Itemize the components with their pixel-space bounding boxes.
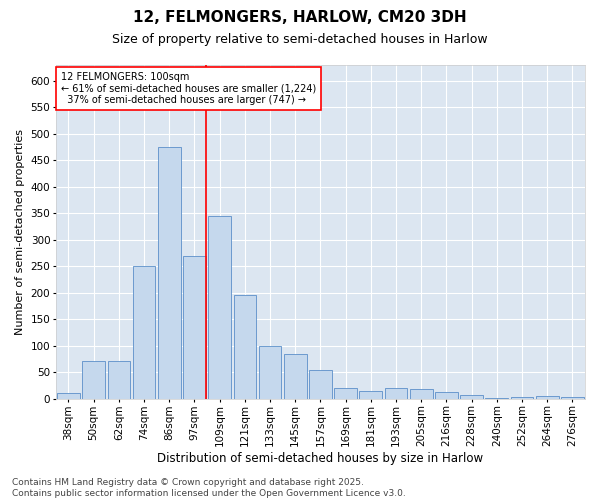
Bar <box>82 360 105 399</box>
Bar <box>107 360 130 399</box>
Bar <box>284 354 307 399</box>
Text: 12, FELMONGERS, HARLOW, CM20 3DH: 12, FELMONGERS, HARLOW, CM20 3DH <box>133 10 467 25</box>
Bar <box>435 392 458 399</box>
Text: 12 FELMONGERS: 100sqm
← 61% of semi-detached houses are smaller (1,224)
  37% of: 12 FELMONGERS: 100sqm ← 61% of semi-deta… <box>61 72 316 105</box>
Bar <box>485 398 508 399</box>
Bar <box>359 391 382 399</box>
Bar <box>536 396 559 399</box>
Text: Size of property relative to semi-detached houses in Harlow: Size of property relative to semi-detach… <box>112 32 488 46</box>
Bar <box>334 388 357 399</box>
Bar <box>158 147 181 399</box>
Text: Contains HM Land Registry data © Crown copyright and database right 2025.
Contai: Contains HM Land Registry data © Crown c… <box>12 478 406 498</box>
Bar <box>460 395 483 399</box>
Bar <box>385 388 407 399</box>
Bar <box>208 216 231 399</box>
Bar <box>57 394 80 399</box>
Y-axis label: Number of semi-detached properties: Number of semi-detached properties <box>15 129 25 335</box>
Bar <box>183 256 206 399</box>
Bar <box>511 397 533 399</box>
Bar <box>410 389 433 399</box>
Bar <box>309 370 332 399</box>
Bar <box>561 397 584 399</box>
X-axis label: Distribution of semi-detached houses by size in Harlow: Distribution of semi-detached houses by … <box>157 452 484 465</box>
Bar <box>133 266 155 399</box>
Bar <box>233 296 256 399</box>
Bar <box>259 346 281 399</box>
